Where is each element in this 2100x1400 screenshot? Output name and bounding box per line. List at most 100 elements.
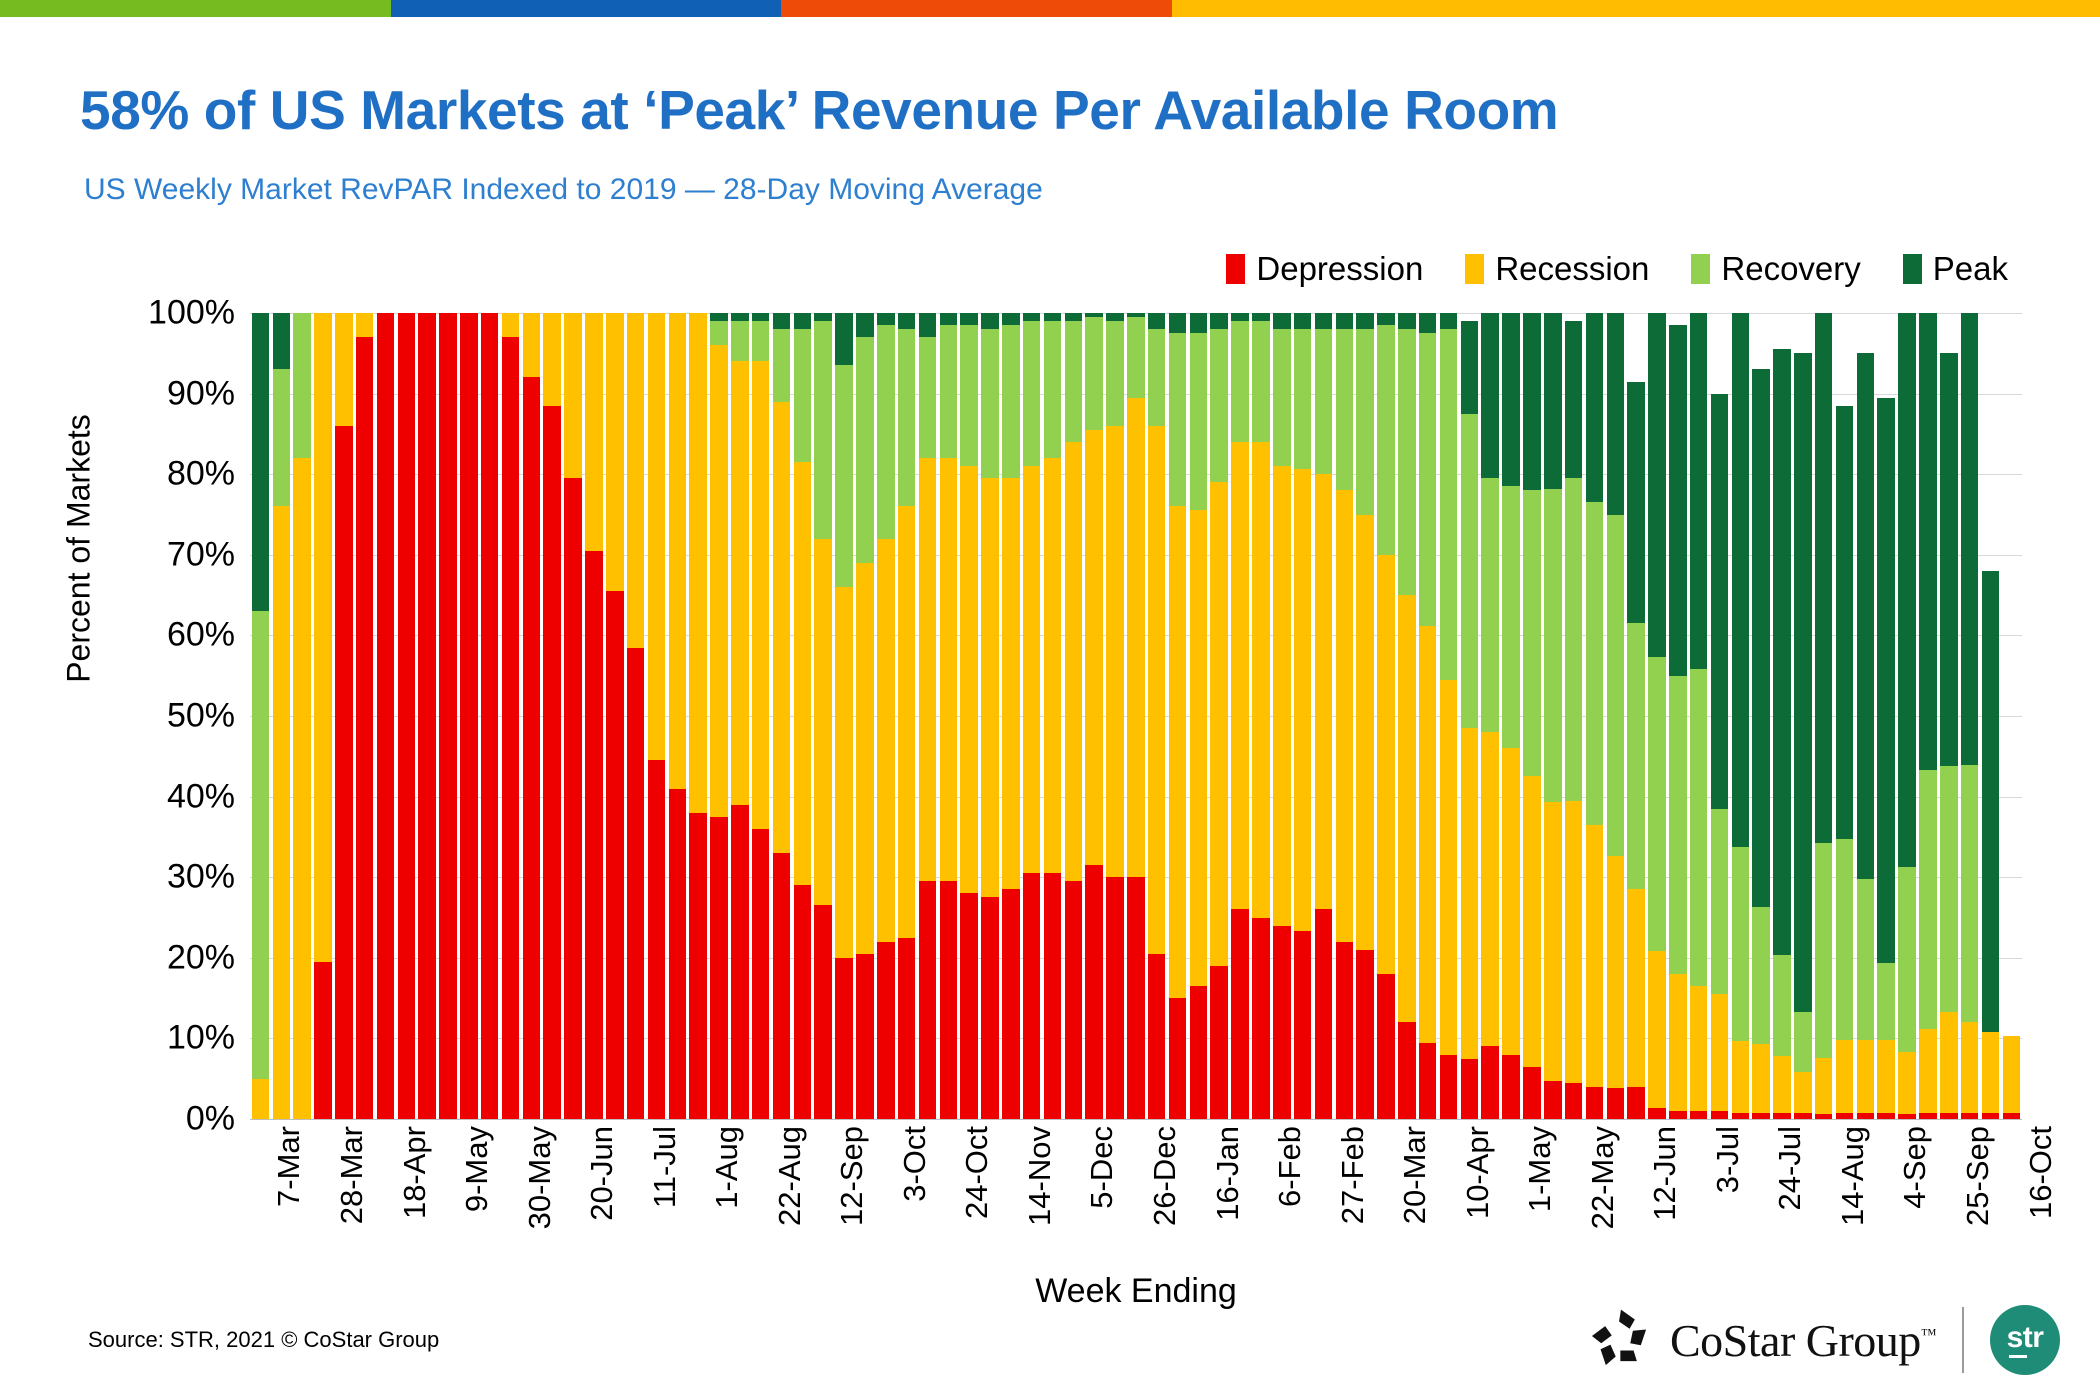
bar-segment-recovery <box>1022 321 1041 467</box>
bar-column[interactable] <box>1251 313 1272 1119</box>
bar-column[interactable] <box>1688 313 1709 1119</box>
bar-column[interactable] <box>1938 313 1959 1119</box>
bar-column[interactable] <box>646 313 667 1119</box>
bar-column[interactable] <box>625 313 646 1119</box>
bar-column[interactable] <box>1313 313 1334 1119</box>
bar-column[interactable] <box>1521 313 1542 1119</box>
bar-column[interactable] <box>1855 313 1876 1119</box>
bar-column[interactable] <box>875 313 896 1119</box>
bar-column[interactable] <box>771 313 792 1119</box>
bar-column[interactable] <box>1042 313 1063 1119</box>
bar-segment-recovery <box>835 365 853 588</box>
bar-column[interactable] <box>1376 313 1397 1119</box>
bar-column[interactable] <box>313 313 334 1119</box>
bar-column[interactable] <box>1396 313 1417 1119</box>
bar-column[interactable] <box>479 313 500 1119</box>
bar-column[interactable] <box>938 313 959 1119</box>
bar-column[interactable] <box>438 313 459 1119</box>
bar-column[interactable] <box>1626 313 1647 1119</box>
bar-column[interactable] <box>396 313 417 1119</box>
bar-column[interactable] <box>521 313 542 1119</box>
bar-column[interactable] <box>1105 313 1126 1119</box>
bar-column[interactable] <box>729 313 750 1119</box>
bar-column[interactable] <box>959 313 980 1119</box>
bar-column[interactable] <box>292 313 313 1119</box>
bar-segment-recession <box>1773 1056 1791 1113</box>
bar-column[interactable] <box>1897 313 1918 1119</box>
bar-column[interactable] <box>1355 313 1376 1119</box>
legend-item-peak[interactable]: Peak <box>1902 250 2008 288</box>
bar-column[interactable] <box>1792 313 1813 1119</box>
bar-segment-peak <box>1231 313 1249 322</box>
bar-column[interactable] <box>1563 313 1584 1119</box>
bar-column[interactable] <box>792 313 813 1119</box>
bar-column[interactable] <box>1709 313 1730 1119</box>
bar-column[interactable] <box>1480 313 1501 1119</box>
bar-segment-depression <box>1210 965 1228 1119</box>
bar-column[interactable] <box>1584 313 1605 1119</box>
bar-column[interactable] <box>2001 313 2022 1119</box>
bar-column[interactable] <box>1084 313 1105 1119</box>
bar-column[interactable] <box>834 313 855 1119</box>
bar-column[interactable] <box>1501 313 1522 1119</box>
bar-column[interactable] <box>1667 313 1688 1119</box>
bar-column[interactable] <box>1876 313 1897 1119</box>
bar-column[interactable] <box>709 313 730 1119</box>
legend-item-recession[interactable]: Recession <box>1465 250 1649 288</box>
legend-item-recovery[interactable]: Recovery <box>1691 250 1861 288</box>
bar-column[interactable] <box>271 313 292 1119</box>
bar-column[interactable] <box>980 313 1001 1119</box>
bar-column[interactable] <box>1542 312 1563 1119</box>
bar-column[interactable] <box>1021 313 1042 1119</box>
bar-segment-depression <box>439 313 457 1119</box>
bar-column[interactable] <box>1772 313 1793 1119</box>
bar-column[interactable] <box>1751 313 1772 1119</box>
bar-column[interactable] <box>1417 312 1438 1119</box>
bar-column[interactable] <box>1459 313 1480 1119</box>
bar-column[interactable] <box>458 313 479 1119</box>
bar-column[interactable] <box>417 313 438 1119</box>
bar-column[interactable] <box>1918 313 1939 1119</box>
bar-column[interactable] <box>375 313 396 1119</box>
bar-column[interactable] <box>854 313 875 1119</box>
bar-segment-recession <box>1085 429 1103 866</box>
bar-column[interactable] <box>1813 313 1834 1119</box>
bar-column[interactable] <box>1188 313 1209 1119</box>
bar-segment-depression <box>793 885 812 1119</box>
bar-column[interactable] <box>1959 313 1980 1119</box>
legend-item-depression[interactable]: Depression <box>1226 250 1423 288</box>
bar-column[interactable] <box>1980 313 2001 1119</box>
bar-segment-depression <box>355 337 374 1119</box>
bar-column[interactable] <box>896 313 917 1119</box>
bar-column[interactable] <box>333 313 354 1119</box>
bar-column[interactable] <box>604 313 625 1119</box>
x-tick-label-text: 3-Jul <box>1709 1126 1745 1194</box>
bar-column[interactable] <box>1438 313 1459 1119</box>
bar-column[interactable] <box>917 313 938 1119</box>
bar-column[interactable] <box>813 313 834 1119</box>
bar-column[interactable] <box>1647 313 1668 1119</box>
bar-column[interactable] <box>1167 313 1188 1119</box>
bar-column[interactable] <box>1834 313 1855 1119</box>
bar-column[interactable] <box>542 313 563 1119</box>
bar-column[interactable] <box>1605 313 1626 1119</box>
bar-column[interactable] <box>750 313 771 1119</box>
bar-column[interactable] <box>667 313 688 1119</box>
bar-column[interactable] <box>1209 313 1230 1119</box>
bar-column[interactable] <box>1063 313 1084 1119</box>
bar-column[interactable] <box>1334 313 1355 1119</box>
bar-column[interactable] <box>1292 313 1313 1119</box>
x-tick-label: 11-Jul <box>647 1126 683 1286</box>
bar-column[interactable] <box>354 313 375 1119</box>
bar-column[interactable] <box>1146 313 1167 1119</box>
bar-column[interactable] <box>1730 312 1751 1119</box>
bar-column[interactable] <box>1000 313 1021 1119</box>
bar-column[interactable] <box>1125 313 1146 1119</box>
bar-column[interactable] <box>1230 313 1251 1119</box>
bar-column[interactable] <box>688 313 709 1119</box>
bar-column[interactable] <box>250 313 271 1119</box>
bar-column[interactable] <box>563 313 584 1119</box>
bar-column[interactable] <box>584 313 605 1119</box>
bar-column[interactable] <box>500 313 521 1119</box>
bar-column[interactable] <box>1271 313 1292 1119</box>
